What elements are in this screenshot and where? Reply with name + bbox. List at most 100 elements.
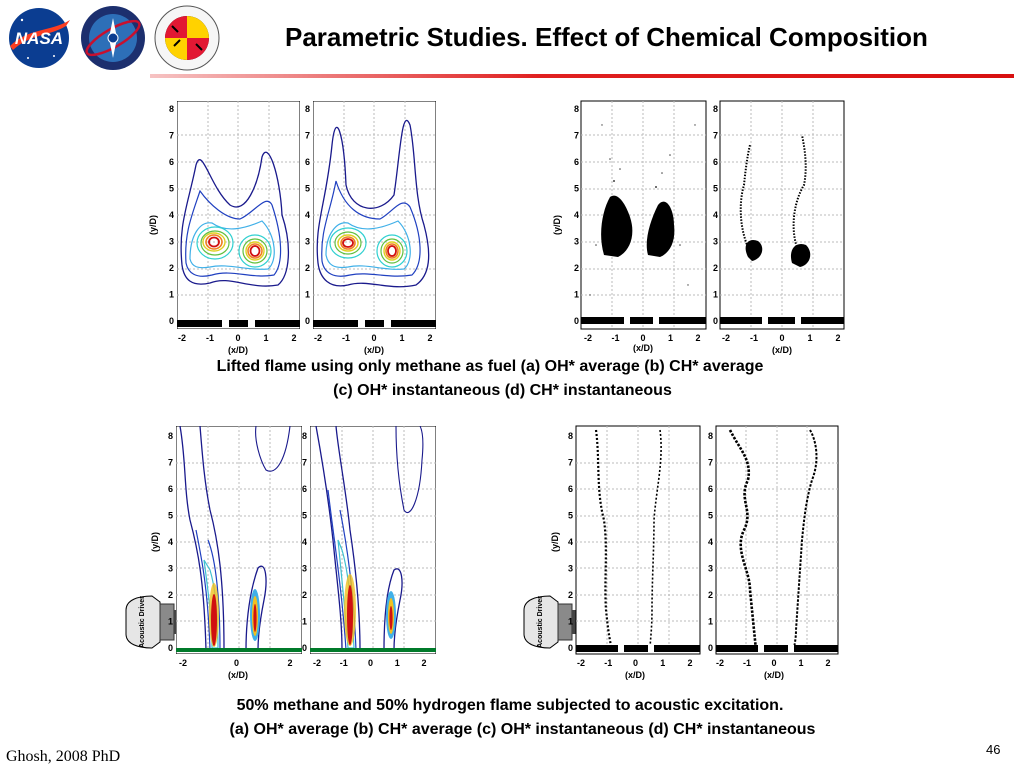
panel-oh-average-excited	[176, 426, 302, 654]
acoustic-driver-right: Acoustic Driver	[523, 595, 576, 649]
fig2-ytick-2-1: 1	[568, 617, 573, 627]
fig1-xtick-0-2: 0	[235, 333, 240, 343]
fig1-ytick-3-3: 3	[713, 237, 718, 247]
fig1-ytick-2-3: 3	[574, 237, 579, 247]
fig2-ytick-0-0: 0	[168, 643, 173, 653]
fig1-xtick-3-2: 0	[779, 333, 784, 343]
fig1-ytick-3-6: 6	[713, 157, 718, 167]
fig1-ytick-2-8: 8	[574, 104, 579, 114]
fig2-ytick-3-2: 2	[708, 590, 713, 600]
fig2-xtick-0-1: 0	[234, 658, 239, 668]
fig2-ytick-3-4: 4	[708, 537, 713, 547]
fig1-xtick-2-2: 0	[640, 333, 645, 343]
fig2-xtick-2-1: -1	[604, 658, 612, 668]
fig2-ylabel-c: (y/D)	[550, 532, 560, 552]
fig1-xlabel-c: (x/D)	[633, 343, 653, 353]
fig2-xtick-3-4: 2	[825, 658, 830, 668]
fig1-ytick-0-0: 0	[169, 316, 174, 326]
fig1-xtick-0-1: -1	[206, 333, 214, 343]
fig1-ytick-3-0: 0	[713, 316, 718, 326]
fig2-ytick-2-7: 7	[568, 458, 573, 468]
fig2-ytick-2-2: 2	[568, 590, 573, 600]
fig2-ylabel-a: (y/D)	[150, 532, 160, 552]
fig1-xtick-1-1: -1	[342, 333, 350, 343]
fig1-ytick-0-8: 8	[169, 104, 174, 114]
fig1-xtick-3-1: -1	[750, 333, 758, 343]
fig1-xlabel-d: (x/D)	[772, 345, 792, 355]
fig1-xtick-1-0: -2	[314, 333, 322, 343]
fig1-ytick-0-5: 5	[169, 184, 174, 194]
fig2-ytick-3-5: 5	[708, 511, 713, 521]
fig1-ytick-1-2: 2	[305, 263, 310, 273]
fig2-xtick-2-0: -2	[577, 658, 585, 668]
fig2-ytick-3-1: 1	[708, 617, 713, 627]
acoustic-driver-label-2: Acoustic Driver	[537, 596, 544, 648]
fig2-ytick-3-3: 3	[708, 564, 713, 574]
fig2-xtick-3-3: 1	[798, 658, 803, 668]
fig2-ytick-0-3: 3	[168, 564, 173, 574]
fig2-ytick-1-4: 4	[302, 537, 307, 547]
fig2-ytick-1-8: 8	[302, 431, 307, 441]
fig2-ytick-1-6: 6	[302, 484, 307, 494]
fig2-xtick-3-0: -2	[716, 658, 724, 668]
fig2-ytick-1-5: 5	[302, 511, 307, 521]
fig1-ytick-1-5: 5	[305, 184, 310, 194]
umd-seal	[152, 4, 222, 72]
fig2-ytick-3-0: 0	[708, 643, 713, 653]
fig2-xtick-1-3: 1	[395, 658, 400, 668]
fig1-ytick-0-2: 2	[169, 263, 174, 273]
fig1-ytick-1-7: 7	[305, 131, 310, 141]
fig1-xtick-3-3: 1	[807, 333, 812, 343]
fig1-xtick-1-2: 0	[371, 333, 376, 343]
fig2-xtick-1-0: -2	[313, 658, 321, 668]
fig1-ytick-2-6: 6	[574, 157, 579, 167]
fig1-ytick-0-1: 1	[169, 290, 174, 300]
fig2-ytick-2-8: 8	[568, 431, 573, 441]
fig1-xlabel-b: (x/D)	[364, 345, 384, 355]
fig1-ytick-1-0: 0	[305, 316, 310, 326]
fig2-ytick-0-7: 7	[168, 458, 173, 468]
fig1-ytick-1-3: 3	[305, 237, 310, 247]
fig2-xtick-1-1: -1	[340, 658, 348, 668]
fig1-ytick-3-5: 5	[713, 184, 718, 194]
fig1-ytick-2-1: 1	[574, 290, 579, 300]
fig1-ytick-0-3: 3	[169, 237, 174, 247]
fig2-xtick-3-1: -1	[743, 658, 751, 668]
fig2-xlabel-d: (x/D)	[764, 670, 784, 680]
fig2-ytick-0-4: 4	[168, 537, 173, 547]
panel-ch-average	[313, 101, 436, 329]
exploration-logo	[78, 4, 148, 72]
figure2-caption-line2: (a) OH* average (b) CH* average (c) OH* …	[229, 721, 816, 738]
fig1-ylabel-c: (y/D)	[552, 215, 562, 235]
page-number: 46	[986, 742, 1001, 757]
fig2-xtick-3-2: 0	[771, 658, 776, 668]
footer-author: Ghosh, 2008 PhD	[6, 748, 121, 765]
fig1-ytick-0-7: 7	[169, 131, 174, 141]
fig2-ytick-3-7: 7	[708, 458, 713, 468]
fig1-ytick-3-7: 7	[713, 131, 718, 141]
fig1-ytick-2-0: 0	[574, 316, 579, 326]
fig2-xlabel-c: (x/D)	[625, 670, 645, 680]
fig1-ytick-1-1: 1	[305, 290, 310, 300]
fig1-ytick-3-2: 2	[713, 263, 718, 273]
panel-ch-average-excited	[310, 426, 436, 654]
panel-oh-instantaneous-excited	[575, 425, 701, 655]
fig2-xlabel-a: (x/D)	[228, 670, 248, 680]
fig1-ytick-0-4: 4	[169, 210, 174, 220]
fig1-xtick-1-3: 1	[399, 333, 404, 343]
fig2-ytick-1-1: 1	[302, 617, 307, 627]
fig1-ytick-2-7: 7	[574, 131, 579, 141]
fig1-ytick-1-8: 8	[305, 104, 310, 114]
fig2-xtick-2-3: 1	[660, 658, 665, 668]
fig2-ytick-1-3: 3	[302, 564, 307, 574]
fig1-ytick-2-5: 5	[574, 184, 579, 194]
fig1-xtick-3-4: 2	[835, 333, 840, 343]
fig2-ytick-0-6: 6	[168, 484, 173, 494]
fig1-xtick-2-4: 2	[695, 333, 700, 343]
figure1-panels: (y/D) (y/D) (x/D) (x/D) (x/D) (x/D) 0 1 2 3…	[148, 100, 845, 355]
figure1-caption-line1: Lifted flame using only methane as fuel …	[216, 358, 764, 375]
fig1-xtick-3-0: -2	[722, 333, 730, 343]
fig1-ylabel-a: (y/D)	[148, 215, 158, 235]
fig1-xtick-2-0: -2	[584, 333, 592, 343]
panel-ch-instantaneous	[719, 100, 845, 330]
